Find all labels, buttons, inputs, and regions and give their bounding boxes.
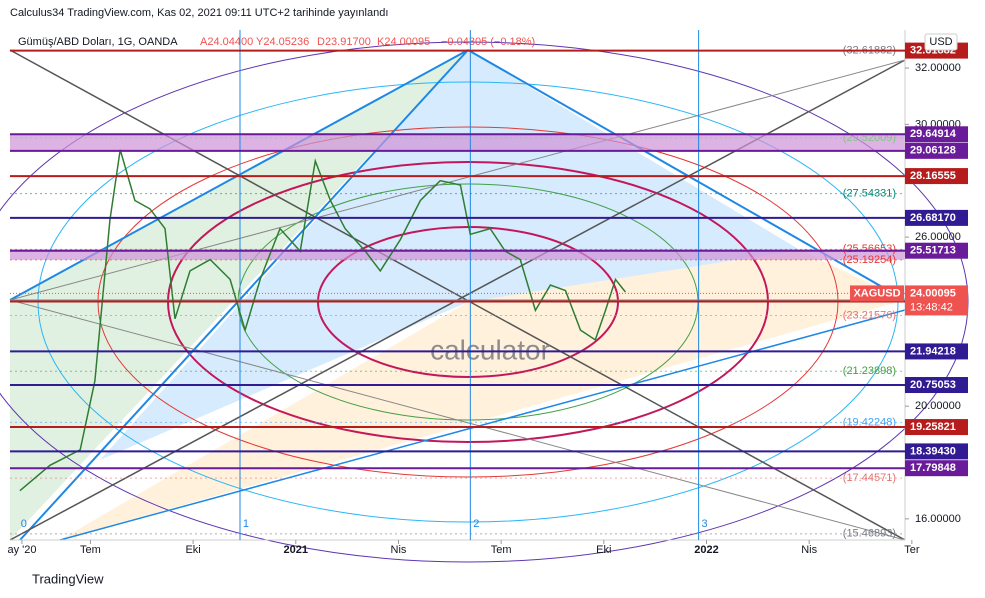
level-box (905, 168, 968, 185)
fib-label: (27.54331) (843, 188, 896, 200)
level-box (905, 343, 968, 360)
cycle-label: 3 (702, 518, 708, 530)
x-tick-label: Nis (391, 544, 407, 556)
x-tick-label: Tem (491, 544, 512, 556)
footer: TradingView (32, 571, 104, 586)
ohlc-open: A24.04400 (200, 36, 253, 48)
fib-label: (17.44571) (843, 472, 896, 484)
level-label: 28.16555 (910, 170, 956, 182)
cycle-label: 1 (243, 518, 249, 530)
fib-label: (25.19254) (843, 254, 896, 266)
fib-label: (21.23898) (843, 365, 896, 377)
x-tick-label: 2022 (694, 544, 718, 556)
cycle-label: 0 (21, 518, 27, 530)
band (10, 134, 905, 151)
level-box (905, 419, 968, 436)
price-line (19, 149, 626, 492)
x-tick-label: 2021 (284, 544, 308, 556)
fib-label: (19.42248) (843, 416, 896, 428)
y-tick-label: 20.00000 (915, 400, 961, 412)
price-label: 24.00095 (910, 287, 956, 299)
level-label: 25.51713 (910, 245, 956, 257)
level-box (905, 377, 968, 394)
symbol-label: XAGUSD (853, 287, 900, 299)
x-tick-label: Ter (904, 544, 920, 556)
ohlc-low: D23.91700 (317, 36, 371, 48)
level-box (905, 460, 968, 477)
y-tick-label: 32.00000 (915, 62, 961, 74)
level-box (905, 142, 968, 159)
level-label: 17.79848 (910, 462, 956, 474)
x-tick-label: Eki (596, 544, 611, 556)
x-tick-label: Eki (185, 544, 200, 556)
level-box (905, 242, 968, 259)
countdown: 13:48:42 (910, 301, 953, 313)
currency: USD (929, 36, 952, 48)
fib-label: (15.46893) (843, 528, 896, 540)
level-box (905, 443, 968, 460)
published: Calculus34 TradingView.com, Kas 02, 2021… (10, 7, 388, 19)
currency-box (924, 33, 958, 51)
level-box (905, 209, 968, 226)
level-label: 26.68170 (910, 212, 956, 224)
fib-label: (23.21576) (843, 309, 896, 321)
level-label: 29.06128 (910, 145, 956, 157)
watermark: calculator (430, 334, 550, 365)
level-label: 20.75053 (910, 379, 956, 391)
symbol: Gümüş/ABD Doları, 1G, OANDA (18, 36, 178, 48)
ohlc-close: K24.00095 (377, 36, 430, 48)
level-label: 21.94218 (910, 345, 956, 357)
band (10, 249, 905, 260)
cycle-label: 2 (473, 518, 479, 530)
x-tick-label: Nis (801, 544, 817, 556)
x-tick-label: Tem (80, 544, 101, 556)
level-label: 29.64914 (910, 128, 957, 140)
ohlc-high: Y24.05236 (256, 36, 309, 48)
symbol-box (850, 285, 904, 302)
price-box (905, 285, 968, 316)
level-box (905, 126, 968, 143)
ohlc-change: −0.04305 (−0.18%) (441, 36, 535, 48)
y-tick-label: 26.00000 (915, 231, 961, 243)
y-tick-label: 16.00000 (915, 513, 961, 525)
level-label: 19.25821 (910, 421, 956, 433)
fib-label: (25.56653) (843, 243, 896, 255)
x-tick-label: ay '20 (7, 544, 36, 556)
level-label: 18.39430 (910, 445, 956, 457)
